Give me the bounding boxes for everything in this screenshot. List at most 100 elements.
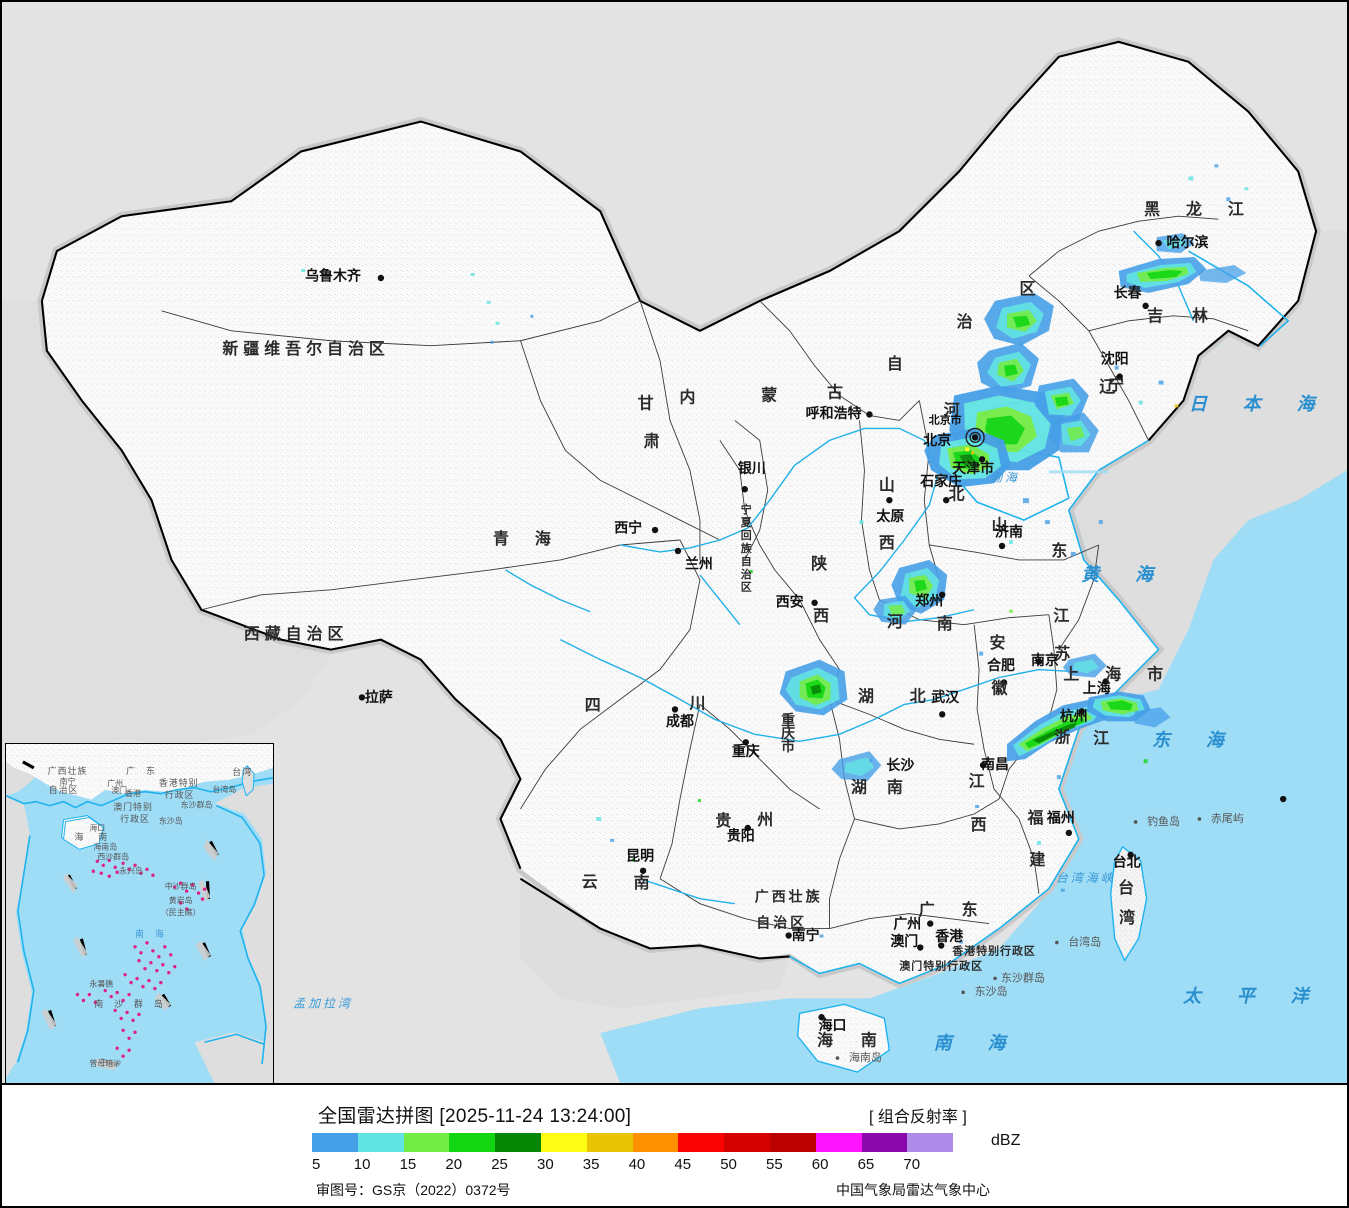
city-dot-26 [639, 867, 647, 874]
reef-dot-51 [119, 1016, 123, 1021]
echo-zhejiang [1007, 653, 1171, 762]
province-label-7: 古 [827, 383, 848, 402]
reef-dot-37 [141, 984, 145, 989]
city-labels: 乌鲁木齐拉萨西宁兰州银川呼和浩特太原石家庄北京北京市天津市济南西安 郑州武汉合肥南… [305, 234, 1208, 1033]
reef-dot-12 [145, 867, 149, 871]
province-label-34: 湾 [1119, 908, 1140, 927]
province-label-29: 江 [969, 772, 990, 790]
province-label-20: 河 [887, 612, 908, 631]
reef-dot-53 [131, 1018, 135, 1023]
reef-dot-48 [87, 992, 92, 997]
city-dot-8 [971, 434, 979, 441]
province-label-51: 南 [861, 1030, 882, 1049]
reef-dot-34 [123, 972, 127, 977]
city-dot-24 [742, 739, 749, 746]
reef-dot-0 [95, 859, 100, 863]
province-label-41: 市 [781, 738, 798, 754]
inset-label-2: 广 东 [126, 765, 156, 776]
reef-dot-52 [125, 1010, 129, 1015]
reef-dot-39 [153, 986, 157, 991]
province-label-38: 南 [887, 777, 908, 796]
city-dot-4 [741, 486, 748, 493]
city-dot-19 [979, 761, 987, 769]
province-label-11: 自 [741, 554, 753, 568]
scale-tick-20: 20 [445, 1156, 463, 1173]
inset-label-10: 澳门特别 [113, 801, 153, 812]
reef-dot-49 [93, 1000, 98, 1005]
reef-dot-10 [133, 863, 137, 867]
island-label-4: 东沙岛 [975, 984, 1008, 998]
city-label-20: 福州 [1046, 810, 1075, 826]
scale-tick-60: 60 [811, 1156, 829, 1173]
province-label-8: 自 [887, 354, 908, 373]
reef-dot-62 [184, 907, 189, 911]
province-label-11: 宁 [741, 502, 753, 516]
reef-dot-57 [133, 1030, 137, 1034]
south-china-sea-inset-map[interactable]: 广西壮族 自治区广 东台湾 南宁 广州 香港 澳门 香港特别 行政区 澳门特别 行政区 台湾岛 东沙群… [5, 743, 274, 1083]
reef-dot-18 [196, 891, 201, 895]
reef-dot-45 [127, 992, 131, 997]
reef-dot-60 [127, 1048, 131, 1052]
province-label-47: 自治区 [756, 914, 807, 930]
province-label-44: 云 [582, 874, 603, 891]
city-dot-23 [671, 706, 679, 713]
echo-liaoxi [977, 292, 1089, 425]
reef-dot-38 [147, 978, 151, 983]
city-label-17: 上海 [1083, 680, 1111, 696]
province-label-11: 区 [741, 581, 753, 594]
scale-tick-15: 15 [399, 1156, 417, 1173]
city-dot-1 [358, 694, 366, 701]
radar-echo-layer [301, 164, 1249, 944]
province-label-5: 内 [679, 388, 700, 407]
island-dot-0 [1133, 820, 1138, 824]
city-dot-2 [651, 526, 659, 534]
reef-dot-30 [155, 968, 159, 973]
sea-label-2: 东 海 [1152, 730, 1233, 750]
province-label-19: 东 [1051, 541, 1072, 560]
reef-dot-7 [91, 869, 96, 873]
city-label-32: 沈阳 [1101, 350, 1129, 366]
reef-dot-21 [139, 951, 143, 955]
city-label-11: 济南 [995, 524, 1023, 540]
city-dot-13 [939, 591, 946, 598]
city-dot-7 [943, 496, 950, 504]
national-radar-map[interactable]: 新疆维吾尔自治区 西藏自治区青 海甘肃内蒙古自治区宁夏回族自治区陕西山西河北山东河… [0, 0, 1349, 1085]
inset-label-16: 海 [74, 831, 84, 842]
reef-dot-28 [143, 966, 147, 971]
province-label-1: 西藏自治区 [244, 624, 349, 643]
reef-dot-11 [139, 871, 143, 875]
scale-tick-45: 45 [674, 1156, 692, 1173]
city-label-22: 长沙 [886, 757, 914, 773]
inset-label-9: 行政区 [165, 789, 195, 800]
inset-label-21: 中沙群岛 [165, 881, 197, 891]
province-label-18: 山 [992, 516, 1013, 534]
province-label-11: 族 [741, 541, 753, 555]
scale-tick-40: 40 [628, 1156, 646, 1173]
reef-dot-17 [190, 883, 195, 887]
inset-label-3: 台湾 [232, 766, 252, 777]
province-label-50: 海 [817, 1030, 838, 1049]
inset-label-0: 广西壮族 [48, 765, 88, 776]
reef-dot-16 [184, 889, 189, 893]
reef-dot-33 [173, 964, 177, 969]
city-dot-29 [938, 942, 945, 949]
china-land [41, 41, 1317, 1073]
reef-dot-20 [133, 945, 137, 949]
province-label-26: 上 海 市 [1063, 665, 1168, 684]
legend-unit-label: dBZ [991, 1132, 1021, 1149]
province-labels: 新疆维吾尔自治区西藏自治区青 海甘肃内蒙古自治区宁夏回族自治区陕西山西河北山东河… [222, 199, 1249, 1049]
city-dot-18 [1078, 708, 1085, 715]
scale-tick-65: 65 [857, 1156, 875, 1173]
color-scale-bar[interactable] [312, 1133, 954, 1152]
city-dot-34 [1155, 239, 1162, 247]
color-swatch-20 [449, 1133, 496, 1152]
province-label-17: 北 [949, 485, 970, 503]
province-label-52: 黑 龙 江 [1144, 199, 1249, 218]
inset-label-15: 海口 [89, 823, 105, 833]
color-swatch-50 [724, 1133, 770, 1152]
color-swatch-5 [312, 1133, 358, 1152]
reef-dot-26 [169, 953, 173, 957]
sea-label-0: 日 本 海 [1189, 394, 1324, 414]
